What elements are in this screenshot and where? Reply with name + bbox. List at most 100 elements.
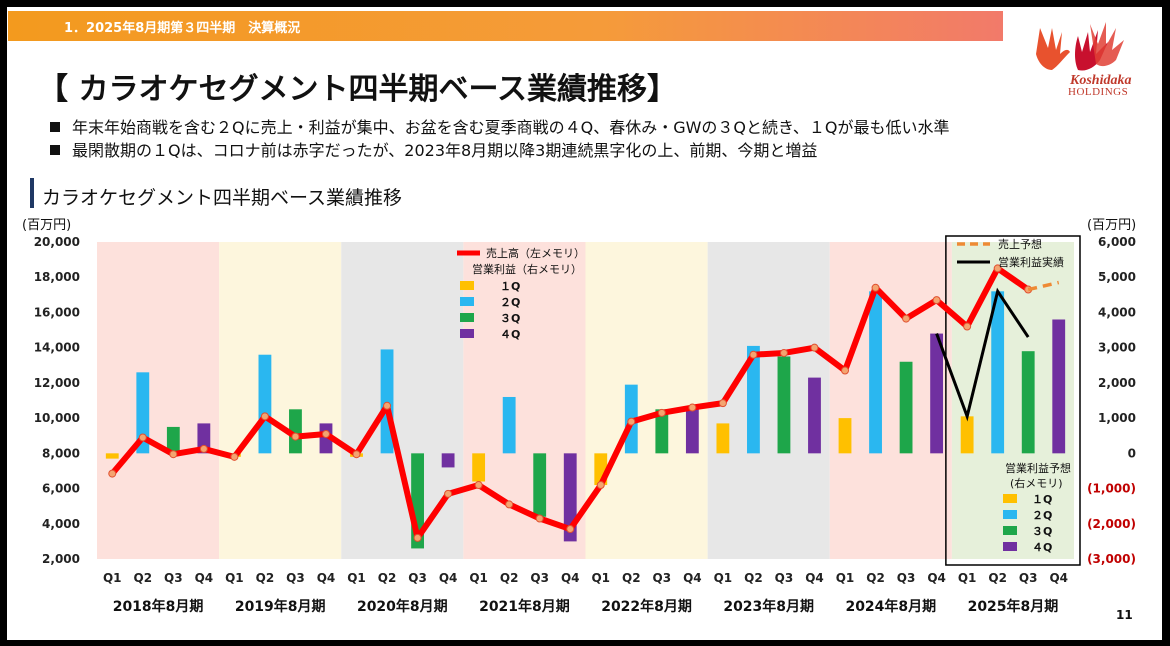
sales-point (383, 401, 392, 410)
quarter-label: Q1 (714, 571, 733, 585)
right-axis-tick: 6,000 (1098, 235, 1136, 249)
right-axis-tick: 1,000 (1098, 411, 1136, 425)
legend-quarter-swatch (460, 313, 474, 322)
quarter-label: Q4 (927, 571, 946, 585)
sales-point (199, 444, 208, 453)
legend-quarter-label: ３Q (500, 312, 520, 325)
left-axis-tick: 10,000 (34, 411, 80, 425)
right-axis-tick: 5,000 (1098, 270, 1136, 284)
operating-income-bar (258, 354, 272, 454)
operating-income-bar (838, 418, 852, 454)
section-banner: 1．2025年8月期第３四半期 決算概況 (8, 11, 1003, 41)
right-axis-tick: (2,000) (1087, 517, 1136, 531)
right-axis-unit: (百万円) (1087, 218, 1136, 233)
year-label: 2022年8月期 (601, 598, 692, 615)
quarter-label: Q4 (561, 571, 580, 585)
operating-income-bar (777, 356, 791, 454)
right-axis-tick: 0 (1128, 446, 1136, 460)
year-band (585, 242, 708, 559)
sales-point (657, 408, 666, 417)
quarter-label: Q1 (469, 571, 488, 585)
operating-income-bar (1052, 319, 1066, 454)
left-axis-tick: 4,000 (42, 517, 80, 531)
bullet-item: 最閑散期の１Qは、コロナ前は赤字だったが、2023年8月期以降3期連続黒字化の上… (50, 139, 949, 162)
sales-point (138, 433, 147, 442)
sales-point (474, 481, 483, 490)
left-axis-tick: 8,000 (42, 446, 80, 460)
operating-income-bar (685, 409, 699, 454)
legend-quarter-swatch (460, 281, 474, 290)
left-axis-tick: 2,000 (42, 552, 80, 566)
year-label: 2023年8月期 (723, 598, 814, 615)
sales-point (932, 296, 941, 305)
operating-income-bar (747, 345, 760, 454)
operating-income-bar (441, 453, 455, 468)
quarter-label: Q3 (653, 571, 672, 585)
operating-income-bar (991, 291, 1005, 454)
operating-income-bar (289, 409, 302, 454)
right-axis-tick: (1,000) (1087, 482, 1136, 496)
sales-point (535, 514, 544, 523)
left-axis-tick: 12,000 (34, 376, 80, 390)
sales-point (444, 489, 453, 498)
bullet-text: 最閑散期の１Qは、コロナ前は赤字だったが、2023年8月期以降3期連続黒字化の上… (72, 141, 818, 160)
quarter-label: Q3 (530, 571, 549, 585)
quarter-label: Q1 (347, 571, 366, 585)
operating-income-bar (930, 333, 944, 454)
legend-quarter-label: １Q (500, 280, 520, 293)
quarter-label: Q4 (805, 571, 824, 585)
sales-point (108, 469, 117, 478)
legend-forecast-quarter-label: ２Q (1032, 509, 1052, 522)
quarter-label: Q1 (958, 571, 977, 585)
sales-point (779, 348, 788, 357)
sales-point (230, 452, 239, 461)
quarter-label: Q4 (439, 571, 458, 585)
operating-income-bar (105, 453, 119, 459)
quarter-label: Q3 (1019, 571, 1038, 585)
left-axis-unit: (百万円) (22, 218, 71, 233)
quarter-label: Q2 (744, 571, 763, 585)
operating-income-bar (472, 453, 486, 482)
sales-point (810, 343, 819, 352)
operating-income-bar (960, 416, 974, 454)
right-axis-tick: 4,000 (1098, 305, 1136, 319)
sales-point (688, 403, 697, 412)
legend-forecast-quarter-swatch (1003, 494, 1017, 503)
operating-income-bar (655, 409, 669, 454)
quarter-label: Q2 (256, 571, 275, 585)
quarter-label: Q3 (164, 571, 183, 585)
quarter-label: Q4 (195, 571, 214, 585)
right-axis-tick: (3,000) (1087, 552, 1136, 566)
legend-forecast-label: 売上予想 (998, 237, 1042, 251)
sales-point (902, 314, 911, 323)
quarter-label: Q2 (866, 571, 885, 585)
sales-point (321, 429, 330, 438)
logo-text: Koshidaka (1070, 73, 1132, 88)
bullet-square-icon (50, 121, 60, 132)
legend-forecast-op-subtitle: (右メモリ) (1010, 476, 1063, 490)
sales-point (352, 450, 361, 459)
operating-income-bar (319, 423, 333, 454)
quarter-label: Q2 (378, 571, 397, 585)
operating-income-bar (502, 396, 516, 454)
year-label: 2025年8月期 (968, 598, 1059, 615)
legend-forecast-quarter-label: １Q (1032, 493, 1052, 506)
quarter-label: Q1 (225, 571, 244, 585)
sales-point (596, 481, 605, 490)
operating-income-bar (533, 453, 547, 517)
legend-quarter-swatch (460, 329, 474, 338)
legend-forecast-quarter-label: ３Q (1032, 525, 1052, 538)
legend-forecast-op-title: 営業利益予想 (1005, 461, 1071, 475)
sales-point (566, 525, 575, 534)
legend-quarter-label: ４Q (500, 328, 520, 341)
operating-income-bar (869, 291, 882, 454)
legend-forecast-quarter-swatch (1003, 542, 1017, 551)
bullet-square-icon (50, 144, 60, 155)
quarter-label: Q2 (134, 571, 153, 585)
quarter-label: Q3 (408, 571, 427, 585)
quarter-label: Q3 (897, 571, 916, 585)
chart-title: カラオケセグメント四半期ベース業績推移 (42, 187, 403, 209)
quarter-label: Q2 (622, 571, 641, 585)
bullet-text: 年末年始商戦を含む２Qに売上・利益が集中、お盆を含む夏季商戦の４Q、春休み・GW… (72, 118, 950, 137)
